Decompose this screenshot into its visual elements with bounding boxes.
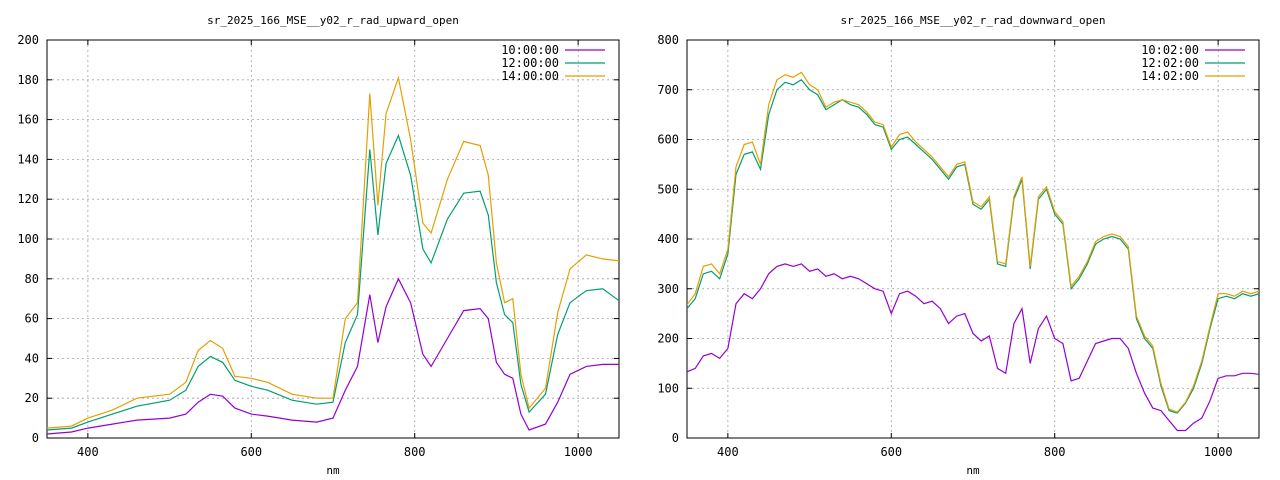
chart-title: sr_2025_166_MSE__y02_r_rad_downward_open	[841, 14, 1106, 27]
x-tick-label: 1000	[564, 445, 593, 459]
series-line-14-02-00	[687, 71, 1259, 413]
legend-label: 14:02:00	[1141, 69, 1199, 83]
x-tick-label: 1000	[1204, 445, 1233, 459]
y-tick-label: 100	[657, 381, 679, 395]
series-line-12-00-00	[47, 133, 619, 431]
y-tick-label: 80	[25, 272, 39, 286]
y-tick-label: 0	[672, 431, 679, 445]
y-tick-label: 500	[657, 182, 679, 196]
x-tick-label: 400	[717, 445, 739, 459]
x-tick-label: 800	[404, 445, 426, 459]
y-tick-label: 0	[32, 431, 39, 445]
series-line-12-02-00	[687, 79, 1259, 414]
legend-label: 14:00:00	[501, 69, 559, 83]
chart-panel-2: 0 100 200 300 400 500 600 700 800 400 600 800 1000 sr…	[657, 14, 1260, 477]
y-tick-label: 300	[657, 282, 679, 296]
legend-label: 12:02:00	[1141, 56, 1199, 70]
x-tick-label: 400	[77, 445, 99, 459]
y-tick-label: 700	[657, 83, 679, 97]
legend-label: 12:00:00	[501, 56, 559, 70]
x-axis-label: nm	[326, 464, 340, 477]
series-line-10-02-00	[687, 263, 1259, 432]
chart-panel-1: 0 20 40 60 80 100 120 140 160 180 200 400 600 800 1000…	[17, 14, 620, 477]
x-tick-label: 600	[240, 445, 262, 459]
y-tick-label: 200	[17, 33, 39, 47]
legend-label: 10:00:00	[501, 43, 559, 57]
y-tick-label: 400	[657, 232, 679, 246]
y-tick-label: 800	[657, 33, 679, 47]
y-tick-label: 200	[657, 332, 679, 346]
x-tick-label: 800	[1044, 445, 1066, 459]
x-tick-label: 600	[880, 445, 902, 459]
legend-label: 10:02:00	[1141, 43, 1199, 57]
y-tick-label: 20	[25, 391, 39, 405]
series-line-14-00-00	[47, 75, 619, 429]
y-tick-label: 120	[17, 192, 39, 206]
y-tick-label: 140	[17, 152, 39, 166]
y-tick-label: 600	[657, 133, 679, 147]
y-tick-label: 160	[17, 113, 39, 127]
y-tick-label: 60	[25, 312, 39, 326]
y-tick-label: 40	[25, 351, 39, 365]
y-tick-label: 180	[17, 73, 39, 87]
y-tick-label: 100	[17, 232, 39, 246]
chart-title: sr_2025_166_MSE__y02_r_rad_upward_open	[207, 14, 459, 27]
series-line-10-00-00	[47, 277, 619, 435]
x-axis-label: nm	[966, 464, 980, 477]
